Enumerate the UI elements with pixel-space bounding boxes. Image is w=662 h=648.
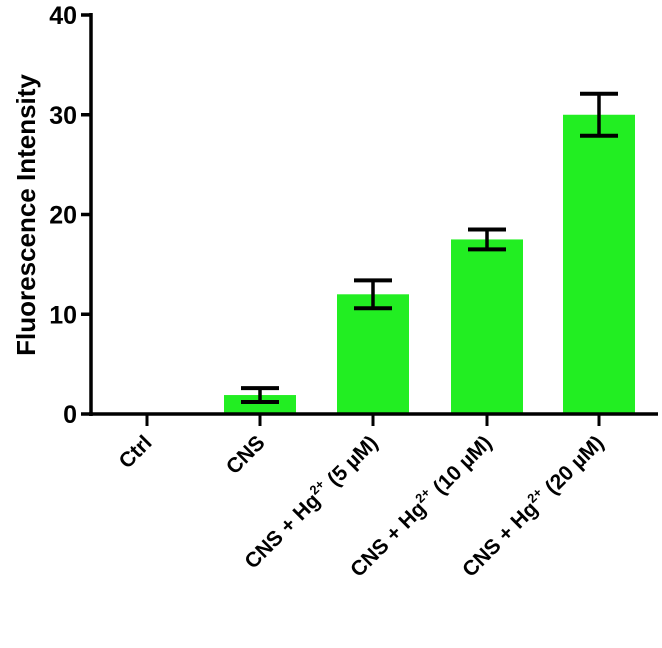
- y-tick-label: 40: [49, 2, 77, 30]
- x-tick-label: Ctrl: [115, 431, 157, 473]
- y-tick-label: 0: [63, 401, 77, 429]
- y-axis-label: Fluorescence Intensity: [11, 74, 41, 356]
- bar: [451, 239, 523, 414]
- bar: [224, 395, 296, 414]
- bar: [563, 114, 635, 414]
- y-tick-label: 10: [49, 301, 77, 329]
- y-tick-label: 30: [49, 102, 77, 130]
- x-tick-label: CNS: [222, 431, 270, 479]
- bar: [337, 294, 409, 414]
- y-tick-label: 20: [49, 202, 77, 230]
